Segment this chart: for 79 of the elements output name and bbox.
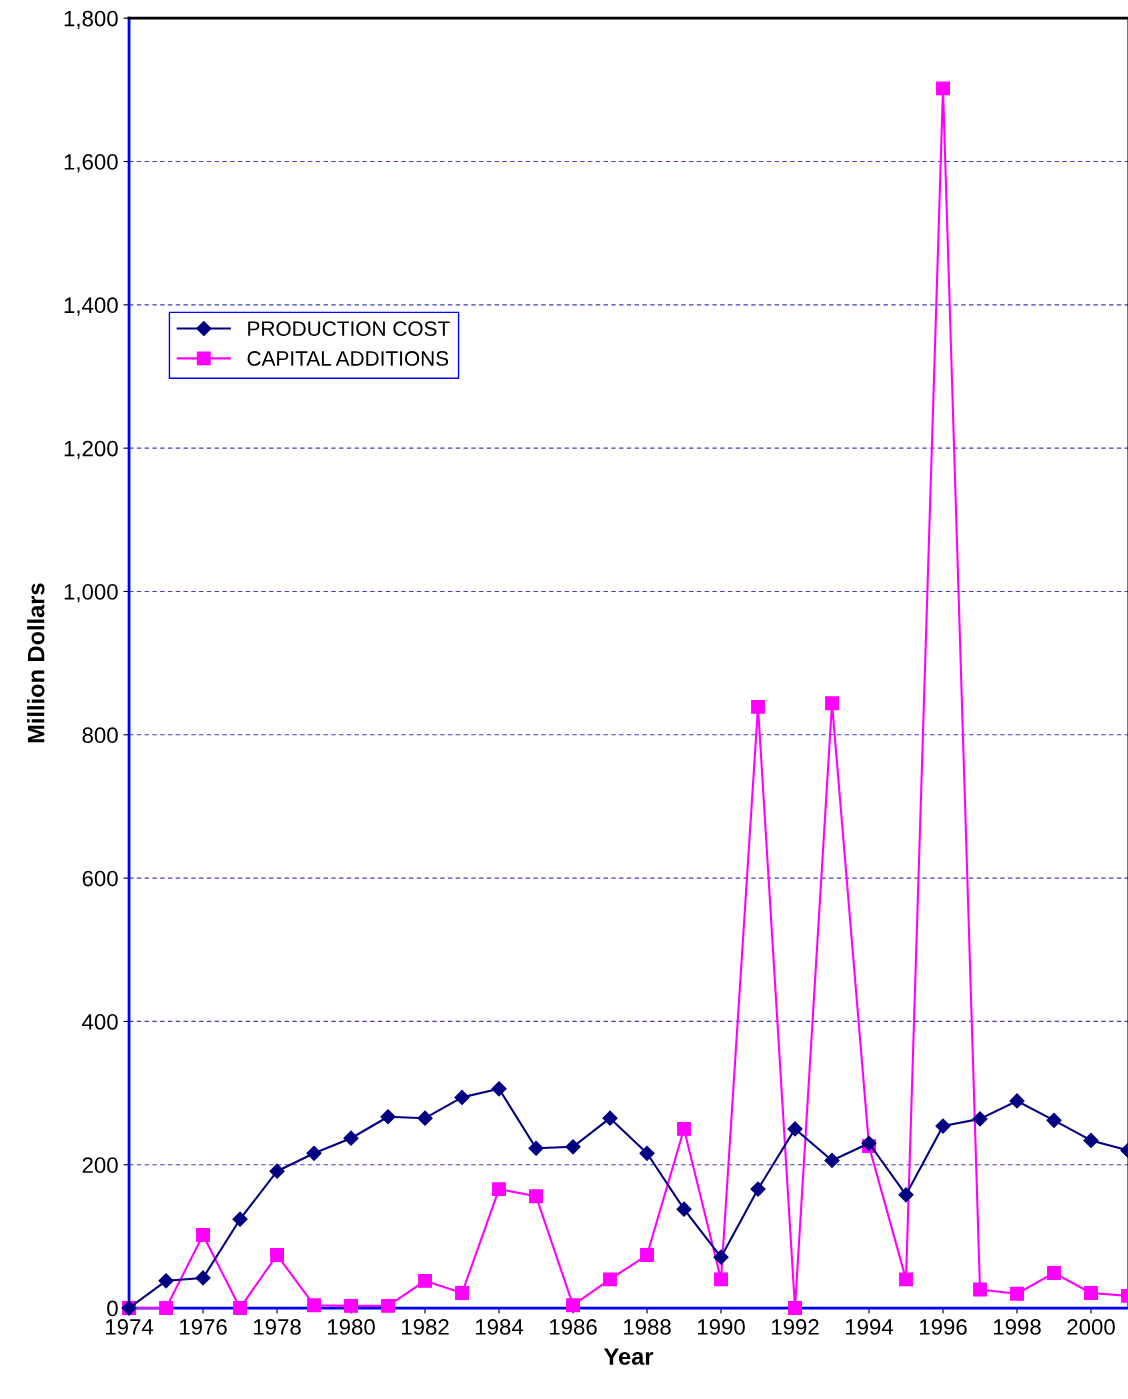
y-tick-label: 1,800	[64, 10, 118, 30]
x-tick-label: 1988	[624, 1319, 671, 1335]
point	[824, 1152, 840, 1169]
point	[344, 1298, 358, 1313]
point	[491, 1081, 507, 1097]
point	[418, 1273, 432, 1288]
x-tick-label: 1996	[919, 1319, 967, 1335]
y-tick-label: 1,000	[64, 584, 118, 603]
x-tick-label: 1990	[698, 1319, 745, 1335]
point	[602, 1110, 618, 1126]
point	[381, 1298, 395, 1313]
point	[529, 1189, 543, 1204]
y-tick-label: 600	[82, 870, 118, 887]
point	[972, 1111, 988, 1127]
point	[380, 1109, 396, 1125]
x-tick-label: 1974	[106, 1319, 154, 1335]
point	[861, 1135, 877, 1151]
point	[713, 1249, 729, 1265]
point	[825, 696, 839, 711]
point	[528, 1140, 544, 1156]
point	[899, 1272, 913, 1287]
point	[1083, 1132, 1099, 1148]
point	[1046, 1112, 1062, 1128]
point	[565, 1139, 581, 1155]
x-tick-label: 1978	[254, 1319, 301, 1335]
x-tick-label: 1986	[550, 1319, 597, 1335]
point	[306, 1145, 322, 1161]
point	[788, 1301, 802, 1316]
y-tick-label: 200	[82, 1157, 118, 1174]
x-tick-label: 2000	[1067, 1319, 1115, 1335]
point	[639, 1145, 655, 1161]
point	[269, 1163, 285, 1179]
x-tick-label: 1980	[328, 1319, 375, 1335]
y-tick-label: 800	[82, 727, 118, 744]
y-tick-label: 400	[82, 1013, 118, 1030]
point	[492, 1182, 506, 1197]
y-axis-title: Million Dollars	[27, 583, 45, 743]
x-tick-label: 1984	[476, 1319, 524, 1335]
point	[159, 1301, 173, 1316]
point	[232, 1211, 248, 1227]
point	[603, 1272, 617, 1287]
point	[1047, 1266, 1061, 1280]
point	[158, 1273, 174, 1289]
point	[750, 1181, 766, 1197]
point	[640, 1248, 654, 1262]
point	[676, 1201, 692, 1217]
point	[973, 1282, 987, 1297]
x-axis-title: Year	[603, 1348, 654, 1365]
point	[454, 1089, 470, 1105]
point	[270, 1248, 284, 1262]
point	[787, 1121, 803, 1137]
y-tick-label: 1,600	[64, 154, 118, 173]
legend-label: PRODUCTION COST	[248, 321, 450, 337]
point	[233, 1301, 247, 1316]
point	[751, 699, 765, 714]
point	[936, 81, 950, 96]
point	[1009, 1093, 1025, 1109]
x-tick-label: 1994	[845, 1319, 894, 1335]
x-tick-label: 1976	[180, 1319, 227, 1335]
point	[1084, 1286, 1098, 1300]
point	[935, 1118, 951, 1134]
point	[307, 1298, 321, 1313]
point	[677, 1121, 691, 1136]
x-tick-label: 1982	[402, 1319, 449, 1335]
point	[714, 1272, 728, 1287]
point	[195, 1270, 211, 1286]
point	[455, 1286, 469, 1300]
legend-label: CAPITAL ADDITIONS	[247, 351, 449, 366]
x-tick-label: 1992	[771, 1319, 819, 1335]
point	[898, 1187, 914, 1203]
y-tick-label: 1,400	[64, 297, 118, 316]
y-tick-label: 0	[107, 1300, 118, 1317]
point	[417, 1110, 433, 1126]
point	[196, 1228, 210, 1242]
point	[1010, 1286, 1024, 1301]
y-tick-label: 1,200	[64, 440, 118, 460]
point	[343, 1130, 359, 1146]
point	[566, 1298, 580, 1313]
x-tick-label: 1998	[993, 1319, 1041, 1335]
